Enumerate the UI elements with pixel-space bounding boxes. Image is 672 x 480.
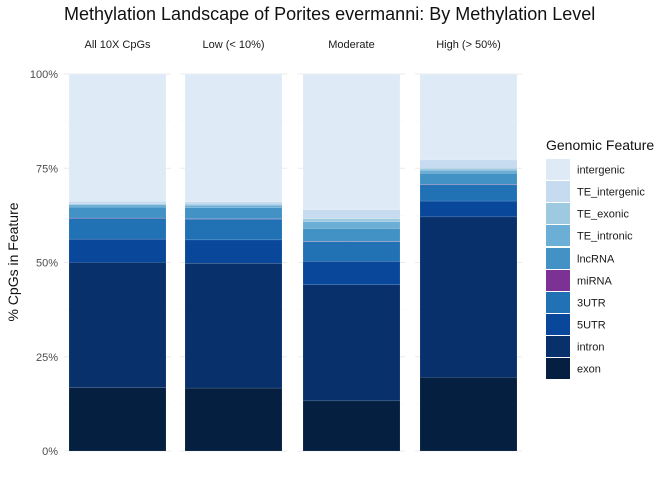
legend-label: exon <box>577 364 601 376</box>
legend-title: Genomic Feature <box>546 137 654 153</box>
bar-segment-lncrna <box>302 228 401 242</box>
legend-item: intron <box>546 336 605 357</box>
legend-swatch <box>546 248 570 269</box>
bar-segment-exon <box>184 387 283 452</box>
bar-segment-intron <box>302 284 401 402</box>
bar-segment-intergenic <box>302 73 401 210</box>
facet-panel: All 10X CpGs <box>64 39 171 452</box>
bar-segment-exon <box>68 387 167 452</box>
bar-segment-te-intronic <box>419 169 518 174</box>
chart-title: Methylation Landscape of Porites everman… <box>64 4 595 24</box>
facet-panel: Low (< 10%) <box>180 39 287 452</box>
legend-swatch <box>546 336 570 357</box>
y-tick-label: 25% <box>36 352 58 364</box>
legend-item: TE_exonic <box>546 203 629 224</box>
bar-segment-lncrna <box>68 206 167 219</box>
facet-label: All 10X CpGs <box>84 39 151 51</box>
bar-segment-te-intergenic <box>419 159 518 169</box>
bar-segment-intron <box>184 263 283 389</box>
bar-segment-te-exonic <box>302 218 401 222</box>
legend-label: TE_exonic <box>577 209 629 221</box>
bar-segment-te-exonic <box>419 168 518 171</box>
legend-label: TE_intergenic <box>577 187 645 199</box>
legend-label: 3UTR <box>577 298 606 310</box>
bar-segment-5utr <box>184 239 283 264</box>
bar-segment-lncrna <box>419 172 518 185</box>
legend-item: 5UTR <box>546 314 606 335</box>
facet-label: Moderate <box>328 39 374 51</box>
legend-swatch <box>546 159 570 180</box>
bar-segment-te-intergenic <box>184 201 283 205</box>
y-axis-title: % CpGs in Feature <box>5 202 21 321</box>
facet-label: High (> 50%) <box>436 39 501 51</box>
bar-segment-3utr <box>184 218 283 241</box>
facet-label: Low (< 10%) <box>202 39 264 51</box>
bar-segment-intergenic <box>184 73 283 203</box>
bar-segment-te-intronic <box>68 204 167 208</box>
legend-swatch <box>546 292 570 313</box>
bar-segment-3utr <box>419 184 518 202</box>
bar-segment-exon <box>302 400 401 452</box>
legend-swatch <box>546 181 570 202</box>
legend-item: intergenic <box>546 159 625 180</box>
legend-item: miRNA <box>546 270 612 291</box>
facet-panel: High (> 50%) <box>415 39 522 452</box>
legend-swatch <box>546 225 570 246</box>
legend-item: exon <box>546 358 601 379</box>
legend-item: TE_intronic <box>546 225 633 246</box>
bar-segment-intron <box>68 262 167 388</box>
bar-segment-te-intergenic <box>302 209 401 219</box>
y-tick-label: 0% <box>42 446 58 458</box>
legend-swatch <box>546 203 570 224</box>
bar-segment-5utr <box>302 261 401 285</box>
bar-segment-te-intronic <box>302 221 401 229</box>
bar-segment-te-intronic <box>184 204 283 209</box>
legend-label: TE_intronic <box>577 231 633 243</box>
bar-segment-intergenic <box>419 73 518 161</box>
legend-label: 5UTR <box>577 320 606 332</box>
bar-segment-te-intergenic <box>68 201 167 204</box>
legend-swatch <box>546 314 570 335</box>
legend-label: miRNA <box>577 276 612 288</box>
bar-segment-5utr <box>419 200 518 218</box>
bar-segment-intron <box>419 216 518 378</box>
legend-label: intergenic <box>577 165 625 177</box>
legend-label: lncRNA <box>577 254 615 266</box>
y-tick-label: 100% <box>30 69 58 81</box>
bar-segment-5utr <box>68 238 167 263</box>
y-tick-label: 75% <box>36 163 58 175</box>
legend-item: 3UTR <box>546 292 606 313</box>
facet-panel: Moderate <box>298 39 405 452</box>
bar-segment-3utr <box>68 218 167 240</box>
legend-label: intron <box>577 342 605 354</box>
bar-segment-lncrna <box>184 207 283 219</box>
legend: Genomic Feature intergenic TE_intergenic T… <box>546 137 654 379</box>
y-tick-label: 50% <box>36 258 58 270</box>
bar-segment-te-exonic <box>184 203 283 206</box>
plot-area: 0% 25% 50% 75% 100% All 10X CpGs Low (< 10%) Mo… <box>30 39 522 458</box>
bar-segment-3utr <box>302 241 401 262</box>
legend-swatch <box>546 358 570 379</box>
legend-item: TE_intergenic <box>546 181 645 202</box>
bar-segment-intergenic <box>68 73 167 202</box>
legend-swatch <box>546 270 570 291</box>
legend-item: lncRNA <box>546 248 615 269</box>
bar-segment-exon <box>419 377 518 452</box>
bar-segment-te-exonic <box>68 203 167 206</box>
